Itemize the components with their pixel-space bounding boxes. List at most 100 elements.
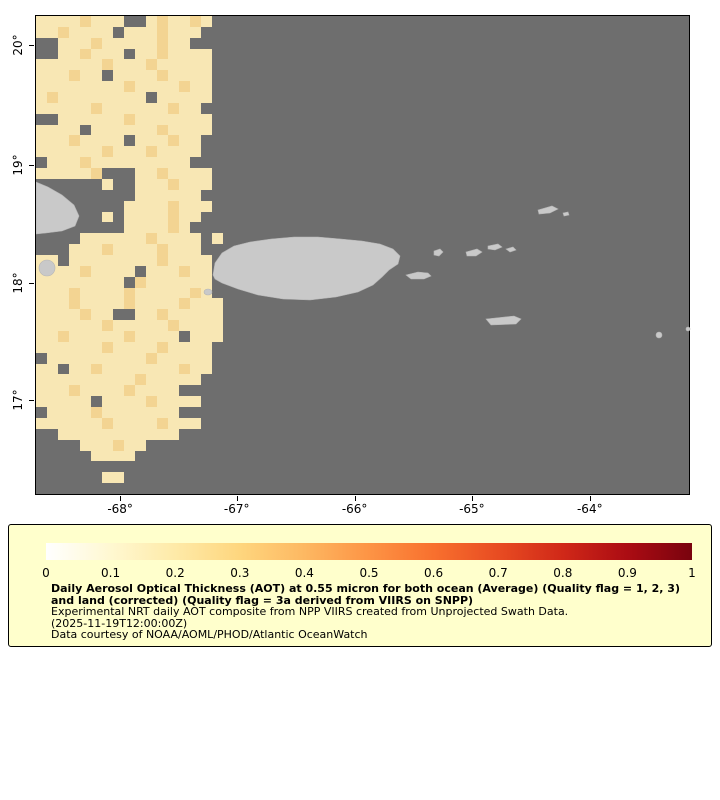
aot-cell: [135, 113, 146, 125]
y-tick-label: 18°: [11, 272, 25, 294]
aot-cell: [91, 331, 102, 342]
aot-cell: [146, 363, 157, 375]
aot-cell: [190, 178, 201, 190]
aot-cell: [58, 48, 69, 60]
aot-cell: [190, 124, 201, 136]
aot-cell: [190, 331, 201, 342]
aot-cell: [69, 428, 80, 440]
aot-cell: [190, 70, 201, 82]
colorbar-tick-label: 0.3: [230, 566, 250, 580]
aot-cell: [146, 16, 157, 27]
aot-cell: [124, 331, 135, 342]
aot-cell: [168, 276, 179, 288]
aot-cell: [47, 417, 58, 429]
aot-cell: [190, 168, 201, 179]
aot-cell: [201, 309, 212, 321]
aot-cell: [69, 157, 80, 169]
aot-cell: [190, 233, 201, 245]
aot-cell: [80, 287, 91, 299]
aot-cell: [47, 331, 58, 342]
aot-cell: [124, 92, 135, 103]
aot-cell: [168, 233, 179, 245]
aot-cell: [179, 298, 190, 310]
aot-cell: [80, 265, 91, 277]
aot-cell: [190, 135, 201, 147]
aot-cell: [135, 222, 146, 234]
aot-cell: [146, 396, 157, 408]
aot-cell: [124, 233, 135, 245]
aot-cell: [157, 428, 168, 440]
aot-cell: [190, 48, 201, 60]
aot-cell: [168, 298, 179, 310]
aot-cell: [36, 396, 47, 408]
aot-cell: [201, 341, 212, 353]
aot-cell: [157, 244, 168, 255]
x-tick-label: -65°: [459, 502, 485, 516]
aot-cell: [157, 374, 168, 386]
small-island-e: [505, 246, 517, 253]
aot-cell: [80, 374, 91, 386]
aot-cell: [113, 244, 124, 255]
aot-cell: [36, 26, 47, 38]
aot-cell: [190, 309, 201, 321]
aot-cell: [113, 265, 124, 277]
aot-cell: [201, 265, 212, 277]
aot-cell: [168, 363, 179, 375]
aot-cell: [113, 374, 124, 386]
aot-cell: [91, 16, 102, 27]
aot-cell: [91, 37, 102, 49]
aot-cell: [146, 428, 157, 440]
aot-cell: [190, 189, 201, 201]
aot-cell: [168, 265, 179, 277]
aot-cell: [157, 385, 168, 397]
aot-cell: [69, 254, 80, 266]
aot-cell: [80, 59, 91, 71]
aot-cell: [80, 407, 91, 418]
aot-cell: [80, 396, 91, 408]
aot-cell: [135, 341, 146, 353]
aot-cell: [168, 59, 179, 71]
aot-cell: [135, 331, 146, 342]
aot-cell: [113, 363, 124, 375]
aot-cell: [212, 320, 223, 332]
aot-cell: [124, 298, 135, 310]
aot-cell: [113, 407, 124, 418]
aot-cell: [69, 320, 80, 332]
aot-cell: [113, 81, 124, 93]
aot-cell: [91, 81, 102, 93]
aot-cell: [124, 439, 135, 451]
aot-cell: [201, 113, 212, 125]
legend-timestamp: (2025-11-19T12:00:00Z): [51, 616, 188, 630]
aot-cell: [36, 276, 47, 288]
aot-cell: [124, 113, 135, 125]
aot-cell: [157, 146, 168, 158]
aot-cell: [58, 59, 69, 71]
aot-cell: [168, 331, 179, 342]
aot-cell: [190, 298, 201, 310]
aot-cell: [69, 407, 80, 418]
aot-cell: [146, 341, 157, 353]
aot-cell: [168, 341, 179, 353]
aot-cell: [36, 374, 47, 386]
aot-cell: [102, 124, 113, 136]
aot-cell: [124, 352, 135, 364]
aot-cell: [124, 450, 135, 462]
aot-cell: [47, 92, 58, 103]
aot-cell: [36, 385, 47, 397]
aot-cell: [157, 168, 168, 179]
aot-cell: [168, 200, 179, 212]
aot-cell: [69, 385, 80, 397]
aot-cell: [146, 417, 157, 429]
aot-cell: [69, 244, 80, 255]
aot-cell: [80, 70, 91, 82]
aot-cell: [36, 168, 47, 179]
aot-cell: [179, 146, 190, 158]
aot-cell: [69, 374, 80, 386]
aot-cell: [58, 37, 69, 49]
aot-cell: [80, 254, 91, 266]
st-thomas-island: [465, 248, 483, 257]
aot-cell: [124, 363, 135, 375]
aot-cell: [179, 396, 190, 408]
aot-cell: [212, 298, 223, 310]
aot-cell: [124, 407, 135, 418]
